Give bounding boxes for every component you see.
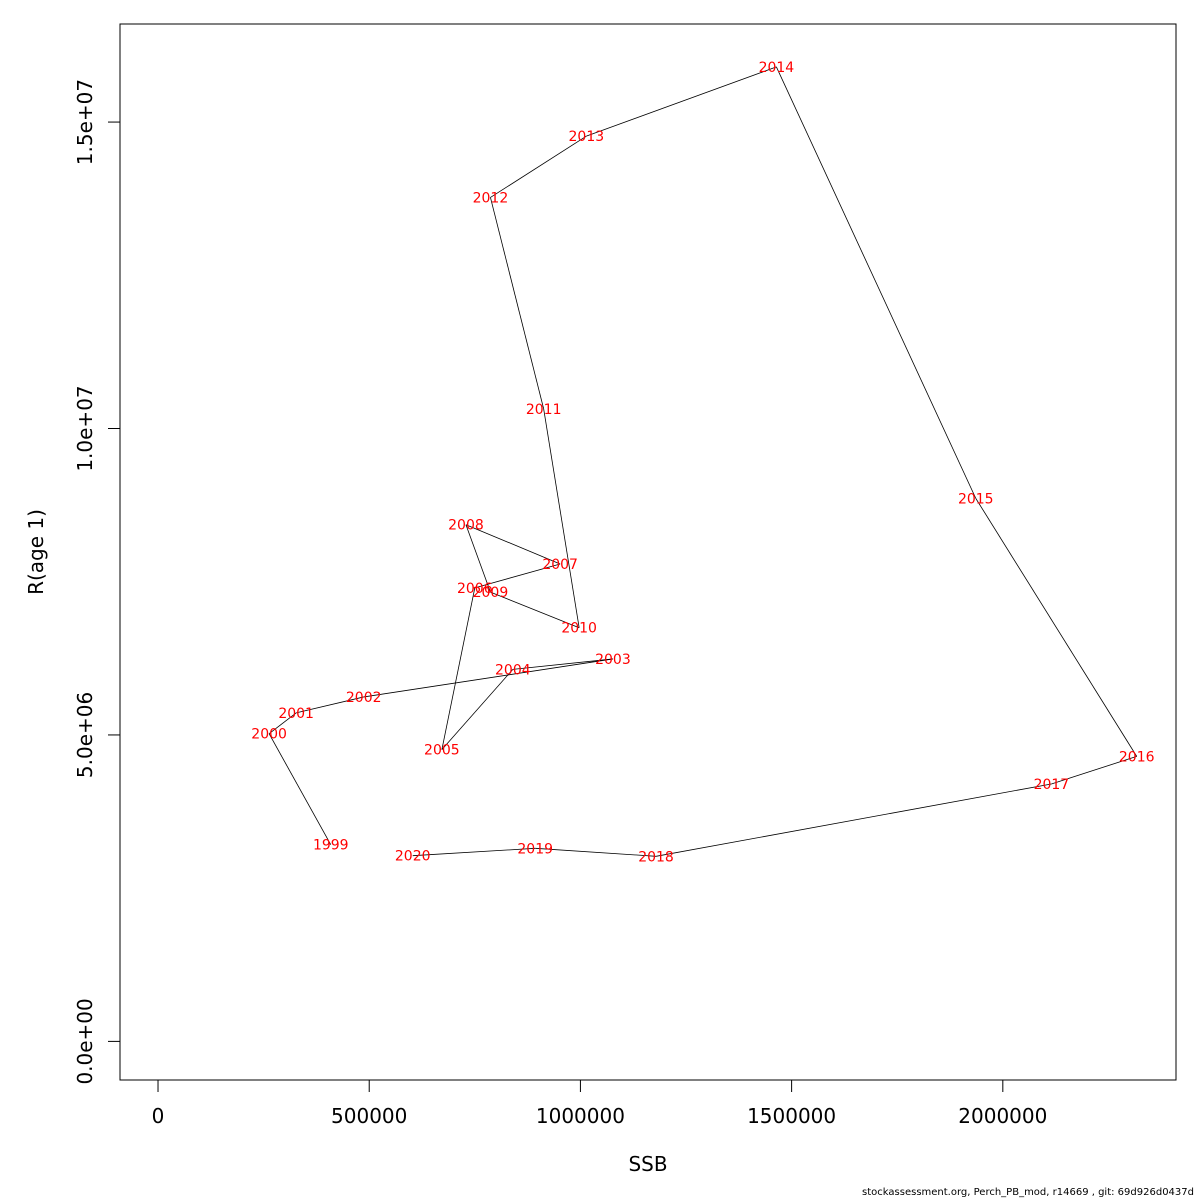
y-axis: 0.0e+00 5.0e+06 1.0e+07 1.5e+07 (73, 79, 121, 1085)
year-label-2003: 2003 (595, 652, 631, 668)
segment-2019-2020 (412, 847, 536, 857)
year-labels: 1999 2000 2001 2002 2003 2004 2005 2006 2007 2008… (251, 60, 1154, 865)
segment-2014-2015 (776, 66, 977, 499)
year-label-2009: 2009 (473, 585, 509, 601)
year-label-2001: 2001 (278, 706, 314, 722)
segment-2010-2011 (543, 408, 580, 628)
year-label-2005: 2005 (424, 743, 460, 759)
x-tick-label-1000000: 1000000 (536, 1104, 625, 1128)
year-label-2008: 2008 (448, 518, 484, 534)
year-label-2017: 2017 (1034, 777, 1070, 793)
segment-2001-2002 (296, 696, 364, 714)
segment-2008-2009 (465, 524, 491, 593)
y-tick-label-1.5e+07: 1.5e+07 (73, 79, 97, 165)
y-tick-label-1.0e+07: 1.0e+07 (73, 385, 97, 471)
segment-2011-2012 (490, 197, 545, 409)
x-tick-label-1500000: 1500000 (747, 1104, 836, 1128)
year-label-1999: 1999 (313, 838, 349, 854)
x-tick-label-500000: 500000 (331, 1104, 407, 1128)
y-axis-title: R(age 1) (24, 509, 48, 595)
year-label-2007: 2007 (542, 557, 578, 573)
plot-frame (119, 23, 1177, 1081)
segment-1999-2000 (268, 733, 332, 845)
segment-2009-2010 (490, 591, 580, 629)
x-tick-label-2000000: 2000000 (958, 1104, 1047, 1128)
segment-2005-2006 (441, 587, 476, 750)
trajectory-lines (268, 66, 1138, 857)
y-tick-label-0.0e+00: 0.0e+00 (73, 998, 97, 1084)
x-axis: 0 500000 1000000 1500000 2000000 (152, 1079, 1047, 1128)
year-label-2000: 2000 (251, 727, 287, 743)
year-label-2002: 2002 (346, 690, 382, 706)
year-label-2011: 2011 (526, 402, 562, 418)
segment-2006-2007 (474, 563, 561, 589)
segment-2016-2017 (1051, 756, 1137, 785)
year-label-2018: 2018 (638, 849, 674, 865)
segment-2018-2019 (535, 847, 657, 857)
footer-credit: stockassessment.org, Perch_PB_mod, r1466… (862, 1187, 1194, 1198)
year-label-2013: 2013 (569, 129, 605, 145)
year-label-2020: 2020 (395, 849, 431, 865)
year-label-2012: 2012 (473, 190, 509, 206)
year-label-2015: 2015 (958, 491, 994, 507)
segment-2012-2013 (490, 135, 587, 198)
year-label-2014: 2014 (759, 60, 795, 76)
segment-2013-2014 (586, 66, 777, 137)
year-label-2006: 2006 (457, 581, 493, 597)
x-axis-title: SSB (628, 1152, 667, 1176)
segment-2000-2001 (268, 712, 297, 735)
year-label-2010: 2010 (561, 621, 597, 637)
segment-2003-2004 (512, 658, 613, 670)
x-tick-label-0: 0 (152, 1104, 165, 1128)
segment-2007-2008 (465, 524, 561, 565)
year-label-2004: 2004 (495, 662, 531, 678)
segment-2004-2005 (441, 669, 514, 750)
year-label-2016: 2016 (1119, 749, 1155, 765)
segment-2002-2003 (363, 658, 614, 698)
segment-2015-2016 (975, 498, 1138, 757)
y-tick-label-5.0e+06: 5.0e+06 (73, 692, 97, 778)
year-label-2019: 2019 (517, 841, 553, 857)
segment-2017-2018 (655, 783, 1052, 857)
